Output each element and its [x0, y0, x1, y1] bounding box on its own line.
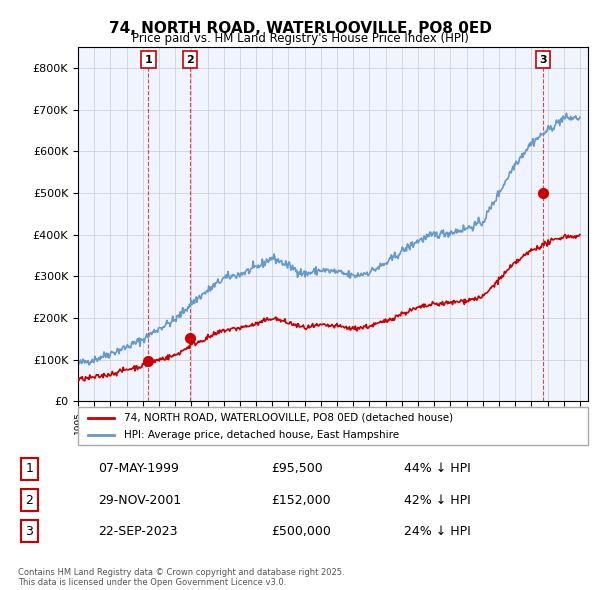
Text: 07-MAY-1999: 07-MAY-1999 — [98, 463, 179, 476]
Text: 2: 2 — [25, 493, 33, 507]
Text: £500,000: £500,000 — [271, 525, 331, 537]
Text: 22-SEP-2023: 22-SEP-2023 — [98, 525, 178, 537]
Text: 2: 2 — [186, 55, 194, 65]
Text: 24% ↓ HPI: 24% ↓ HPI — [404, 525, 470, 537]
Text: 44% ↓ HPI: 44% ↓ HPI — [404, 463, 470, 476]
FancyBboxPatch shape — [78, 407, 588, 445]
Text: £152,000: £152,000 — [271, 493, 331, 507]
Text: Price paid vs. HM Land Registry's House Price Index (HPI): Price paid vs. HM Land Registry's House … — [131, 32, 469, 45]
Text: 3: 3 — [25, 525, 33, 537]
Text: 29-NOV-2001: 29-NOV-2001 — [98, 493, 182, 507]
Text: £95,500: £95,500 — [271, 463, 323, 476]
Text: 42% ↓ HPI: 42% ↓ HPI — [404, 493, 470, 507]
Text: 1: 1 — [25, 463, 33, 476]
Text: HPI: Average price, detached house, East Hampshire: HPI: Average price, detached house, East… — [124, 430, 399, 440]
Text: 74, NORTH ROAD, WATERLOOVILLE, PO8 0ED: 74, NORTH ROAD, WATERLOOVILLE, PO8 0ED — [109, 21, 491, 35]
Text: 1: 1 — [145, 55, 152, 65]
Text: Contains HM Land Registry data © Crown copyright and database right 2025.
This d: Contains HM Land Registry data © Crown c… — [18, 568, 344, 587]
Text: 3: 3 — [539, 55, 547, 65]
Text: 74, NORTH ROAD, WATERLOOVILLE, PO8 0ED (detached house): 74, NORTH ROAD, WATERLOOVILLE, PO8 0ED (… — [124, 413, 453, 423]
